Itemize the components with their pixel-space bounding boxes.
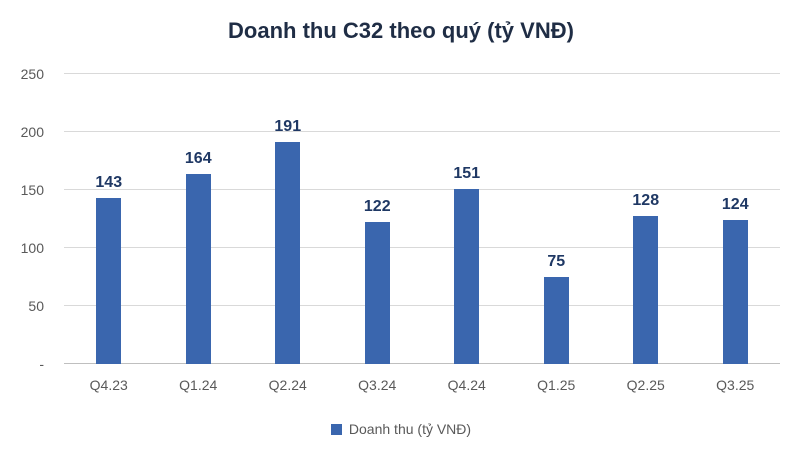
bar-value-label: 122: [363, 198, 391, 216]
y-tick-label: -: [39, 356, 44, 372]
bar: [275, 142, 301, 364]
x-tick-label: Q2.25: [626, 377, 665, 393]
gridline: [64, 131, 780, 132]
legend-marker-icon: [330, 423, 342, 435]
bar-column: 164: [154, 74, 244, 364]
y-tick-label: 200: [20, 124, 44, 140]
y-tick-label: 100: [20, 240, 44, 256]
chart-title: Doanh thu C32 theo quý (tỷ VNĐ): [228, 18, 574, 43]
legend: Doanh thu (tỷ VNĐ): [0, 421, 802, 437]
bar: [185, 173, 211, 364]
bar-value-label: 75: [547, 253, 566, 270]
gridline: [64, 247, 780, 248]
plot-area: 143 164 191 122 151 75 128 124: [64, 73, 780, 364]
x-tick-label: Q4.23: [89, 377, 128, 393]
x-tick-label: Q3.24: [358, 377, 397, 393]
bar: [722, 220, 748, 364]
bar: [543, 277, 569, 364]
x-tick-label: Q1.25: [537, 377, 576, 393]
bar-column: 191: [243, 74, 333, 364]
gridline: [64, 73, 780, 74]
gridline: [64, 305, 780, 306]
y-tick-label: 250: [20, 66, 44, 82]
bar-column: 151: [422, 74, 512, 364]
bar: [633, 215, 659, 364]
bar-column: 122: [333, 74, 423, 364]
x-axis: Q4.23 Q1.24 Q2.24 Q3.24 Q4.24 Q1.25 Q2.25 Q3.25: [64, 377, 780, 393]
y-tick-label: 50: [28, 298, 44, 314]
x-tick-label: Q1.24: [179, 377, 218, 393]
bar-value-label: 143: [95, 174, 123, 192]
legend-label: Doanh thu (tỷ VNĐ): [348, 421, 472, 437]
bar-value-label: 164: [184, 149, 212, 167]
x-tick-label: Q4.24: [447, 377, 486, 393]
x-tick-label: Q2.24: [268, 377, 307, 393]
y-tick-label: 150: [20, 182, 44, 198]
x-tick-label: Q3.25: [716, 377, 755, 393]
bar-series: 143 164 191 122 151 75 128 124: [64, 74, 780, 364]
bar-column: 143: [64, 74, 154, 364]
gridline: [64, 189, 780, 190]
bar: [454, 188, 480, 364]
bar-column: 128: [601, 74, 691, 364]
bar-column: 75: [512, 74, 602, 364]
bar-value-label: 124: [721, 196, 749, 214]
y-axis: - 50 100 150 200 250: [0, 66, 54, 372]
bar-value-label: 191: [274, 118, 302, 136]
bar: [96, 198, 122, 364]
bar-column: 124: [691, 74, 781, 364]
x-axis-line: [64, 363, 780, 364]
bar-value-label: 151: [453, 164, 481, 182]
bar: [364, 222, 390, 364]
bar-value-label: 128: [632, 191, 660, 209]
